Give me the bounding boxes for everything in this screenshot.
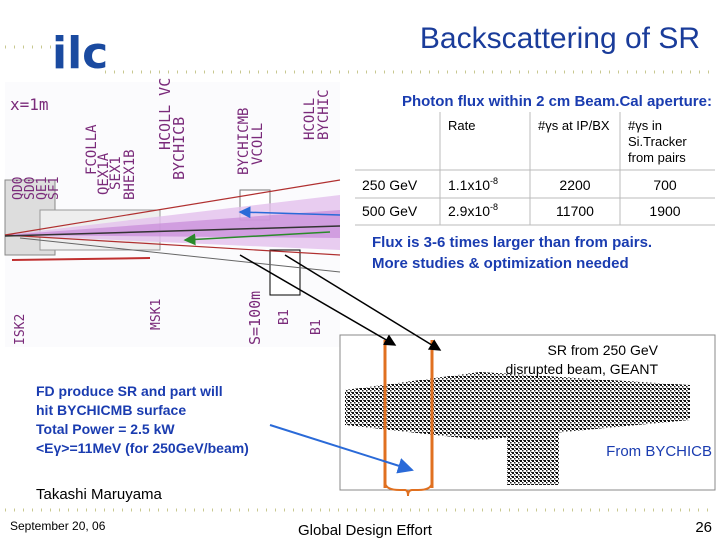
cell-base: 1.1x10 [448, 177, 490, 193]
cell-exp: -8 [490, 202, 498, 212]
beamline-label: VCOLL [250, 123, 266, 165]
arrow [239, 254, 397, 346]
page-number: 26 [695, 519, 712, 536]
cell: 1900 [649, 203, 680, 219]
note: Flux is 3-6 times larger than from pairs… [372, 234, 652, 251]
beamline-label: SF1 [47, 177, 62, 200]
beamline-label: MSK1 [149, 299, 164, 330]
beamline-label: FCOLLA [84, 124, 100, 175]
cell-exp: -8 [490, 176, 498, 186]
beamline-label: BHEX1B [122, 149, 138, 200]
beamline-label: SD0 [23, 177, 38, 200]
footer-date: September 20, 06 [10, 519, 106, 533]
left-note: FD produce SR and part will [36, 383, 223, 399]
note: More studies & optimization needed [372, 255, 629, 272]
cell: 250 GeV [362, 177, 418, 193]
beamline-label: BYCHIC [316, 89, 332, 140]
logo: ilc [52, 28, 108, 79]
beamline-label: B1 [277, 309, 292, 325]
beamline-label: HCOLL VC [156, 78, 174, 150]
beamline-label: QEX1A [96, 152, 112, 195]
table-header: Si.Tracker [628, 134, 687, 149]
beamline-label: QE1 [35, 177, 50, 200]
title: Backscattering of SR [420, 22, 700, 55]
left-note: <Eγ>=11MeV (for 250GeV/beam) [36, 440, 249, 456]
table-grid [355, 112, 715, 226]
plot-image [339, 334, 716, 497]
left-note: hit BYCHICMB surface [36, 402, 186, 418]
footer-center: Global Design Effort [298, 522, 433, 539]
beamline-label: ISK2 [13, 314, 28, 345]
cell: 11700 [556, 203, 594, 219]
from-label: From BYCHICB [606, 443, 712, 460]
arrow [269, 424, 414, 474]
cell: 1.1x10-8 [448, 176, 498, 193]
left-note: Total Power = 2.5 kW [36, 421, 175, 437]
beamline-label: BYCHICMB [236, 108, 252, 175]
beamline-label: QD0 [11, 177, 26, 200]
arrow [284, 254, 442, 351]
author: Takashi Maruyama [36, 486, 163, 503]
table-caption: Photon flux within 2 cm Beam.Cal apertur… [402, 93, 712, 110]
table-header: #γs in [628, 118, 662, 133]
beamline-label: S=100m [246, 291, 264, 345]
table-header: Rate [448, 118, 475, 133]
table-header: from pairs [628, 150, 686, 165]
table-header: #γs at IP/BX [538, 118, 610, 133]
plot-label: SR from 250 GeV [548, 342, 659, 358]
beamline-label: BYCHICB [170, 117, 188, 180]
beamline-label: HCOLL [302, 98, 318, 140]
cell: 500 GeV [362, 203, 418, 219]
beamline-diagram [4, 82, 341, 347]
cell: 2200 [559, 177, 590, 193]
cell: 2.9x10-8 [448, 202, 498, 219]
beamline-label: B1 [309, 319, 324, 335]
cell: 700 [653, 177, 677, 193]
beamline-label: x=1m [10, 95, 49, 114]
cell-base: 2.9x10 [448, 203, 490, 219]
beamline-label: SEX1 [108, 156, 124, 190]
plot-label: disrupted beam, GEANT [505, 361, 658, 377]
